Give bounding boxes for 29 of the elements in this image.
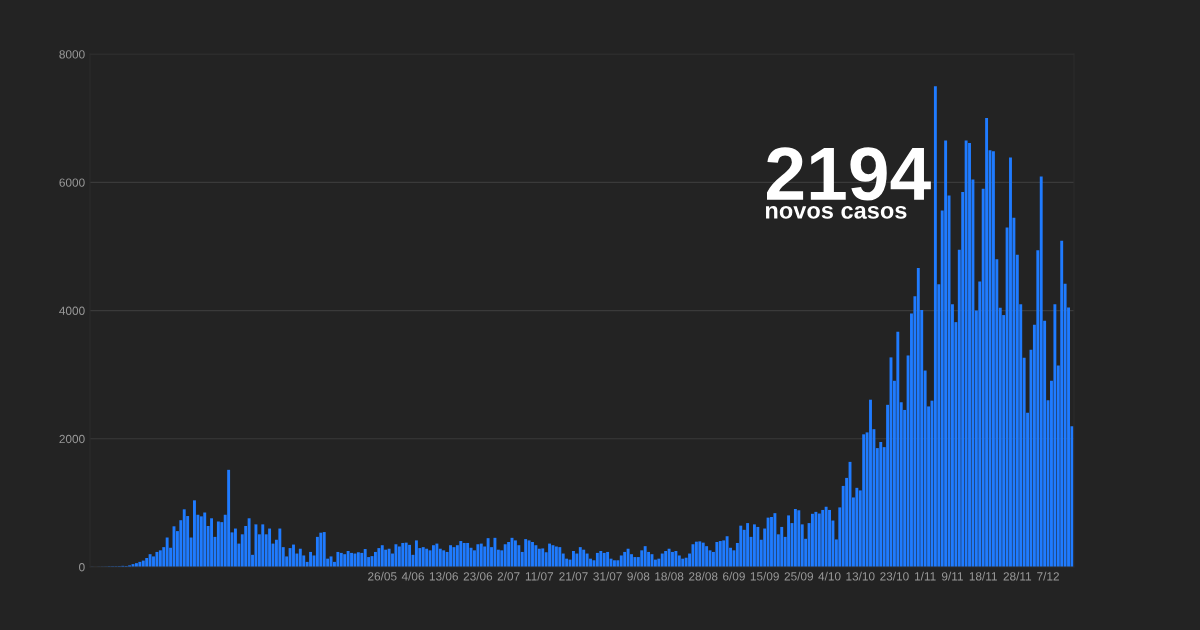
x-tick-label: 15/09: [750, 571, 779, 581]
x-tick-label: 21/07: [559, 571, 588, 581]
x-tick-label: 6/09: [723, 571, 745, 581]
x-tick-label: 2/07: [497, 571, 520, 581]
y-tick-label: 4000: [59, 306, 85, 315]
annotation: novos casos: [765, 205, 907, 219]
x-tick-label: 18/11: [969, 571, 997, 581]
x-tick-label: 23/06: [463, 571, 493, 581]
x-tick-label: 9/11: [941, 571, 963, 581]
x-tick-label: 7/12: [1037, 571, 1059, 581]
x-tick-label: 4/10: [818, 571, 841, 581]
x-tick-label: 13/06: [429, 571, 458, 581]
annotation: 2194: [767, 147, 931, 201]
x-tick-label: 9/08: [627, 571, 650, 581]
x-tick-label: 1/11: [914, 571, 936, 581]
x-tick-label: 13/10: [846, 571, 875, 581]
x-tick-label: 4/06: [401, 571, 424, 581]
y-tick-label: 8000: [59, 50, 85, 59]
y-tick-label: 0: [79, 563, 85, 572]
x-tick-label: 26/05: [368, 571, 397, 581]
x-tick-label: 18/08: [655, 571, 684, 581]
x-tick-label: 31/07: [593, 571, 622, 581]
x-tick-label: 25/09: [784, 571, 814, 581]
x-tick-label: 28/08: [689, 571, 718, 581]
x-tick-label: 11/07: [525, 571, 554, 581]
y-tick-label: 6000: [59, 178, 85, 187]
x-tick-label: 23/10: [880, 571, 909, 581]
y-tick-label: 2000: [59, 434, 85, 444]
x-tick-label: 28/11: [1003, 571, 1032, 581]
